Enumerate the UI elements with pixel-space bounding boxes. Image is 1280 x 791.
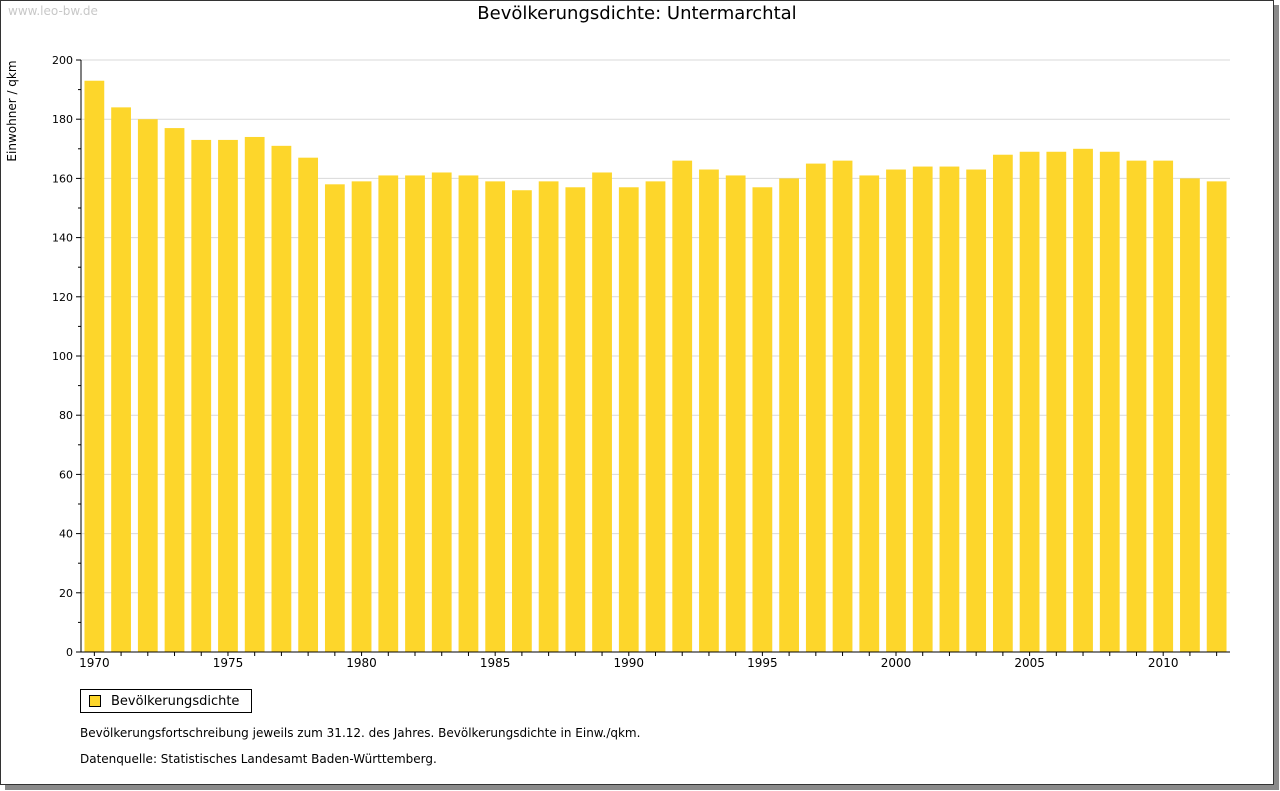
- legend-swatch: [89, 695, 101, 707]
- bar: [992, 154, 1013, 652]
- bar: [699, 169, 719, 652]
- bar: [886, 169, 906, 652]
- y-tick-label: 80: [59, 409, 73, 422]
- bar: [1180, 178, 1200, 652]
- y-tick-label: 160: [52, 172, 73, 185]
- bar: [512, 190, 532, 653]
- bar: [1019, 151, 1040, 652]
- legend: Bevölkerungsdichte: [80, 689, 253, 713]
- x-tick-label: 1985: [480, 656, 511, 670]
- chart-title: Bevölkerungsdichte: Untermarchtal: [477, 3, 797, 24]
- x-tick-label: 2010: [1148, 656, 1179, 670]
- watermark: www.leo-bw.de: [8, 4, 98, 18]
- footnote-source: Datenquelle: Statistisches Landesamt Bad…: [80, 752, 437, 766]
- bar: [485, 181, 506, 653]
- bar: [218, 139, 238, 653]
- bar: [458, 175, 479, 652]
- y-tick-label: 60: [59, 468, 73, 481]
- bar: [271, 145, 292, 652]
- bar: [111, 107, 131, 653]
- bar: [1206, 181, 1227, 653]
- bar: [378, 175, 399, 652]
- x-tick-label: 2005: [1014, 656, 1045, 670]
- bar: [832, 160, 853, 652]
- bar: [939, 166, 960, 652]
- bar: [137, 119, 158, 652]
- bar: [1126, 160, 1147, 652]
- bar: [618, 187, 639, 652]
- x-tick-label: 1975: [213, 656, 244, 670]
- bar: [672, 160, 693, 652]
- bar: [164, 128, 185, 652]
- bar: [725, 175, 746, 652]
- bar: [405, 175, 425, 652]
- x-tick-label: 2000: [881, 656, 912, 670]
- y-tick-label: 0: [66, 646, 73, 659]
- y-tick-label: 20: [59, 587, 73, 600]
- y-tick-label: 100: [52, 350, 73, 363]
- bar: [431, 172, 452, 653]
- bar: [244, 136, 265, 652]
- bar: [84, 80, 105, 653]
- x-tick-label: 1995: [747, 656, 778, 670]
- bar: [645, 181, 666, 653]
- x-tick-label: 1990: [614, 656, 645, 670]
- bar: [752, 187, 773, 652]
- bar: [351, 181, 372, 653]
- footnote-method: Bevölkerungsfortschreibung jeweils zum 3…: [80, 726, 641, 740]
- y-tick-label: 180: [52, 113, 73, 126]
- bar: [1153, 160, 1174, 652]
- bar: [538, 181, 559, 653]
- bar: [805, 163, 826, 652]
- bar: [592, 172, 612, 653]
- bar: [1046, 151, 1067, 652]
- bar: [859, 175, 880, 652]
- y-tick-label: 200: [52, 54, 73, 67]
- y-tick-label: 40: [59, 528, 73, 541]
- bar: [1073, 148, 1093, 653]
- bar: [1099, 151, 1120, 652]
- bar: [779, 178, 799, 652]
- x-tick-label: 1980: [346, 656, 377, 670]
- y-tick-label: 120: [52, 291, 73, 304]
- bar: [298, 157, 319, 652]
- y-tick-label: 140: [52, 232, 73, 245]
- bar: [191, 139, 212, 653]
- bar: [324, 184, 345, 652]
- x-tick-label: 1970: [79, 656, 110, 670]
- bar: [966, 169, 987, 652]
- legend-label: Bevölkerungsdichte: [111, 693, 240, 709]
- bar: [912, 166, 933, 652]
- bar: [565, 187, 586, 652]
